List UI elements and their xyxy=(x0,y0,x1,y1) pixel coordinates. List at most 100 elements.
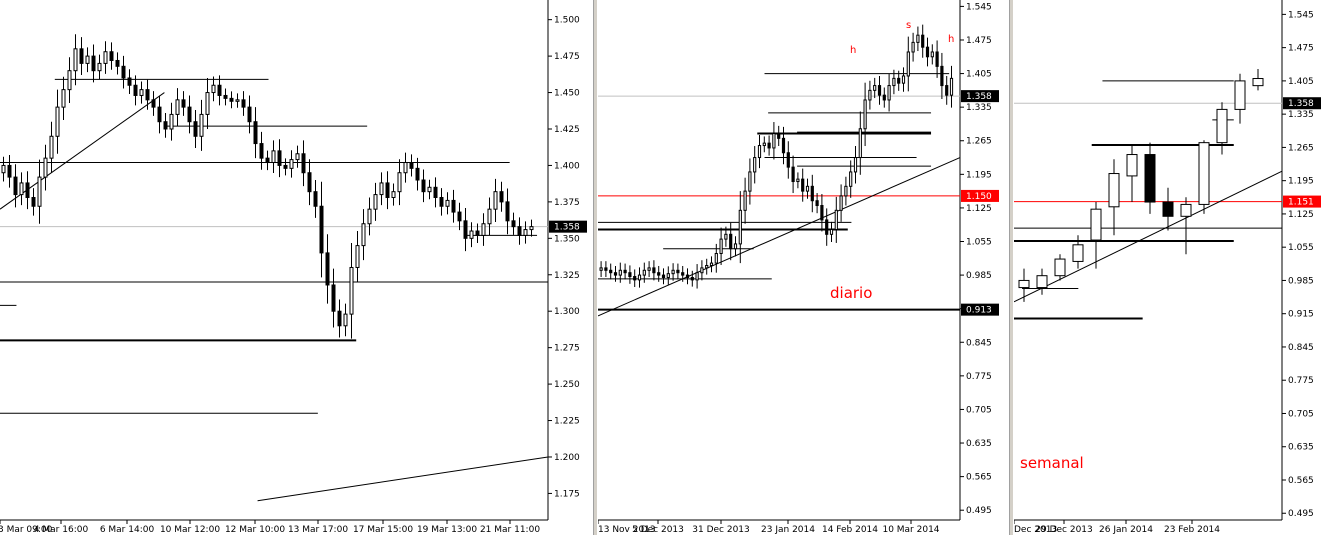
candle-body xyxy=(930,51,934,58)
candle-body xyxy=(181,99,186,108)
candle-body xyxy=(877,85,882,96)
candle-body xyxy=(493,191,498,210)
chart-panel-intraday[interactable]: 1.500 1.475 1.450 1.425 1.400 1.375 1.350 1.325… xyxy=(0,0,593,535)
y-tick-label: 1.265 xyxy=(1288,143,1314,153)
candle-body xyxy=(85,55,90,64)
candle-body xyxy=(217,84,222,96)
candle-body xyxy=(487,208,492,225)
candle-body xyxy=(55,106,60,137)
candle-body xyxy=(949,77,954,96)
candle-body xyxy=(235,99,240,102)
candle-body xyxy=(145,89,150,101)
y-tick-label: 1.400 xyxy=(554,161,580,171)
x-tick-label: Dec 2013 xyxy=(1014,525,1057,535)
y-tick-label: 0.565 xyxy=(966,473,992,483)
candle-body xyxy=(700,267,704,274)
candle-body xyxy=(523,229,528,236)
daily-chart[interactable]: 1.545 1.475 1.405 1.335 1.265 1.195 1.125 1.055… xyxy=(598,0,1009,535)
y-tick-label: 1.335 xyxy=(966,103,992,113)
candle-body xyxy=(331,284,336,312)
candle-body xyxy=(925,46,930,58)
panel-separator[interactable] xyxy=(593,0,598,535)
y-tick-label: 1.225 xyxy=(554,417,580,427)
candle-body xyxy=(940,65,944,87)
candle-body xyxy=(1144,154,1156,203)
y-tick-label: 0.495 xyxy=(1288,509,1314,519)
y-tick-label: 0.845 xyxy=(1288,343,1314,353)
current-price-badge-bg xyxy=(549,220,587,233)
candle-body xyxy=(633,276,637,281)
candle-body xyxy=(187,106,192,123)
candle-body xyxy=(169,113,174,130)
y-tick-label: 0.635 xyxy=(1288,443,1314,453)
candle-body xyxy=(777,133,781,139)
x-tick-label: 26 Jan 2014 xyxy=(1099,525,1153,535)
candle-body xyxy=(657,272,661,276)
candle-body xyxy=(642,269,646,276)
candle-body xyxy=(781,137,786,154)
x-tick-label: 12 Mar 10:00 xyxy=(225,525,285,535)
x-tick-label: 13 Mar 17:00 xyxy=(288,525,348,535)
candle-body xyxy=(1090,208,1102,241)
chart-panel-semanal[interactable]: 1.545 1.475 1.405 1.335 1.265 1.195 1.125 1.055… xyxy=(1014,0,1321,535)
y-tick-label: 1.325 xyxy=(554,271,580,281)
candle-body xyxy=(1180,203,1192,217)
x-tick-label: 17 Mar 15:00 xyxy=(353,525,413,535)
candle-body xyxy=(666,273,670,278)
candle-body xyxy=(743,190,747,211)
red-level-badge-bg xyxy=(1283,195,1321,208)
y-tick-label: 1.475 xyxy=(1288,44,1314,54)
candle-body xyxy=(671,269,675,275)
current-price-badge: 1.358 xyxy=(1288,99,1314,109)
red-level-badge-bg xyxy=(961,189,999,202)
candle-body xyxy=(223,94,228,99)
panel-separator[interactable] xyxy=(1009,0,1014,535)
candle-body xyxy=(151,99,156,108)
candle-body xyxy=(945,85,949,96)
candle-body xyxy=(115,59,120,67)
candle-body xyxy=(911,41,915,53)
candle-body xyxy=(1198,142,1210,205)
y-tick-label: 1.195 xyxy=(1288,177,1314,187)
y-tick-label: 1.545 xyxy=(1288,10,1314,20)
y-tick-label: 1.125 xyxy=(1288,210,1314,220)
chart-label-semanal: semanal xyxy=(1020,454,1084,472)
candle-body xyxy=(829,229,834,235)
candle-body xyxy=(31,197,36,207)
candle-body xyxy=(121,65,126,79)
candle-body xyxy=(301,153,306,174)
candle-body xyxy=(853,157,858,173)
candle-body xyxy=(801,178,805,192)
candle-body xyxy=(127,77,132,86)
candle-body xyxy=(409,162,414,169)
candle-body xyxy=(748,171,752,192)
candle-body xyxy=(733,243,738,250)
candle-body xyxy=(511,220,516,228)
candle-body xyxy=(849,171,853,187)
candle-body xyxy=(157,106,162,123)
y-tick-label: 1.125 xyxy=(966,204,992,214)
current-price-badge: 1.358 xyxy=(966,92,992,102)
candle-body xyxy=(681,272,685,276)
candle-body xyxy=(1036,275,1048,289)
candle-body xyxy=(325,252,330,286)
y-tick-label: 1.405 xyxy=(1288,77,1314,87)
x-tick-label: 13 Nov 2013 xyxy=(598,525,656,535)
candle-body xyxy=(1252,78,1264,87)
y-tick-label: 1.450 xyxy=(554,89,580,99)
candle-body xyxy=(241,99,246,108)
weekly-chart[interactable]: 1.545 1.475 1.405 1.335 1.265 1.195 1.125 1.055… xyxy=(1014,0,1321,535)
candle-body xyxy=(205,92,210,115)
candle-body xyxy=(724,233,728,240)
candle-body xyxy=(37,176,42,207)
candle-body xyxy=(676,269,680,274)
candle-body xyxy=(738,209,742,245)
candle-body xyxy=(25,182,30,199)
candle-body xyxy=(661,274,666,278)
intraday-chart[interactable]: 1.500 1.475 1.450 1.425 1.400 1.375 1.350 1.325… xyxy=(0,0,593,535)
chart-panel-diario[interactable]: 1.545 1.475 1.405 1.335 1.265 1.195 1.125 1.055… xyxy=(598,0,1009,535)
candle-body xyxy=(193,121,198,137)
candle-body xyxy=(259,143,264,159)
candle-body xyxy=(825,219,829,235)
candle-body xyxy=(283,164,288,169)
